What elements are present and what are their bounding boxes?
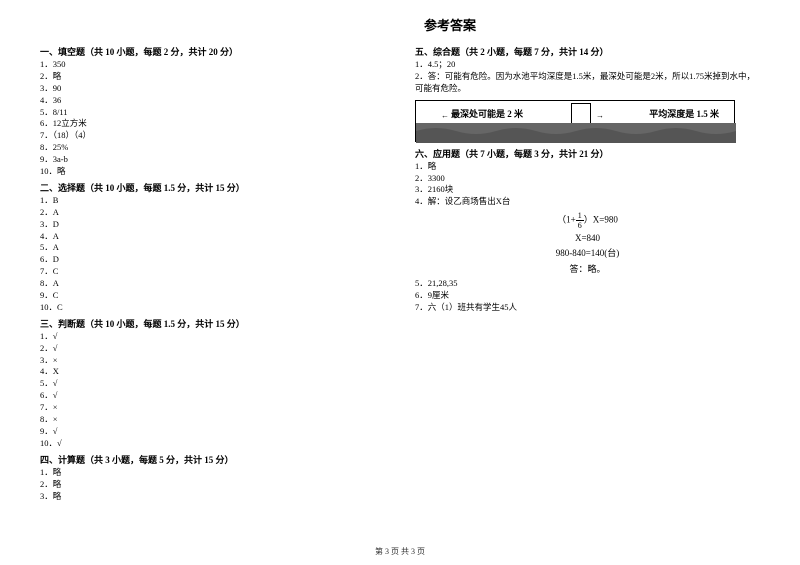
section2-header: 二、选择题（共 10 小题，每题 1.5 分，共计 15 分） — [40, 181, 385, 194]
content-columns: 一、填空题（共 10 小题，每题 2 分，共计 20 分） 1．350 2．略 … — [40, 42, 760, 502]
answer: 5．A — [40, 242, 385, 254]
answer: 8．× — [40, 414, 385, 426]
answer: 3．D — [40, 219, 385, 231]
answer: 5．21,28,35 — [415, 278, 760, 290]
answer: 8．25% — [40, 142, 385, 154]
answer: 6．9厘米 — [415, 290, 760, 302]
section4-header: 四、计算题（共 3 小题，每题 5 分，共计 15 分） — [40, 453, 385, 466]
answer: 6．D — [40, 254, 385, 266]
answer: 2．√ — [40, 343, 385, 355]
formula-pre: （1+ — [557, 215, 576, 225]
answer: 7．（18）（4） — [40, 130, 385, 142]
answer: 4．X — [40, 366, 385, 378]
answer: 6．√ — [40, 390, 385, 402]
answer: 9．C — [40, 290, 385, 302]
answer: 3．2160块 — [415, 184, 760, 196]
left-column: 一、填空题（共 10 小题，每题 2 分，共计 20 分） 1．350 2．略 … — [40, 42, 385, 502]
answer: 6．12立方米 — [40, 118, 385, 130]
answer: 1．略 — [415, 161, 760, 173]
formula-line-4: 答：略。 — [415, 262, 760, 275]
section1-header: 一、填空题（共 10 小题，每题 2 分，共计 20 分） — [40, 45, 385, 58]
section5-header: 五、综合题（共 2 小题，每题 7 分，共计 14 分） — [415, 45, 760, 58]
answer: 1．√ — [40, 331, 385, 343]
answer: 4．36 — [40, 95, 385, 107]
answer: 2．略 — [40, 71, 385, 83]
answer: 1．B — [40, 195, 385, 207]
answer: 2．答：可能有危险。因为水池平均深度是1.5米，最深处可能是2米，所以1.75米… — [415, 71, 760, 83]
fraction-den: 6 — [576, 221, 584, 230]
water-wave-icon — [416, 123, 736, 143]
answer: 5．8/11 — [40, 107, 385, 119]
answer: 可能有危险。 — [415, 83, 760, 95]
pool-diagram: ← 最深处可能是 2 米 → 平均深度是 1.5 米 — [415, 100, 735, 142]
diagram-right-label: 平均深度是 1.5 米 — [649, 107, 719, 120]
answer: 10．√ — [40, 438, 385, 450]
section3-header: 三、判断题（共 10 小题，每题 1.5 分，共计 15 分） — [40, 317, 385, 330]
diagram-left-label: 最深处可能是 2 米 — [451, 107, 523, 120]
answer: 1．略 — [40, 467, 385, 479]
formula-post: ）X=980 — [584, 215, 618, 225]
section6-header: 六、应用题（共 7 小题，每题 3 分，共计 21 分） — [415, 147, 760, 160]
answer: 2．A — [40, 207, 385, 219]
answer: 2．略 — [40, 479, 385, 491]
answer: 7．六（1）班共有学生45人 — [415, 302, 760, 314]
page-footer: 第 3 页 共 3 页 — [0, 546, 800, 557]
answer: 9．3a-b — [40, 154, 385, 166]
formula-line-3: 980-840=140(台) — [415, 246, 760, 259]
answer: 10．C — [40, 302, 385, 314]
answer: 3．90 — [40, 83, 385, 95]
page-title: 参考答案 — [140, 15, 760, 34]
right-column: 五、综合题（共 2 小题，每题 7 分，共计 14 分） 1．4.5；20 2．… — [415, 42, 760, 502]
fraction-num: 1 — [576, 211, 584, 221]
answer: 4．解：设乙商场售出X台 — [415, 196, 760, 208]
answer: 7．× — [40, 402, 385, 414]
answer: 4．A — [40, 231, 385, 243]
formula-line-1: （1+16）X=980 — [415, 211, 760, 230]
answer: 9．√ — [40, 426, 385, 438]
answer: 3．× — [40, 355, 385, 367]
arrow-right-icon: → — [596, 111, 604, 120]
answer: 10．略 — [40, 166, 385, 178]
fraction: 16 — [576, 211, 584, 230]
arrow-left-icon: ← — [441, 111, 449, 120]
answer: 7．C — [40, 266, 385, 278]
answer: 3．略 — [40, 491, 385, 503]
formula-line-2: X=840 — [415, 233, 760, 243]
answer: 2．3300 — [415, 173, 760, 185]
answer: 8．A — [40, 278, 385, 290]
answer: 1．4.5；20 — [415, 59, 760, 71]
answer: 5．√ — [40, 378, 385, 390]
answer: 1．350 — [40, 59, 385, 71]
